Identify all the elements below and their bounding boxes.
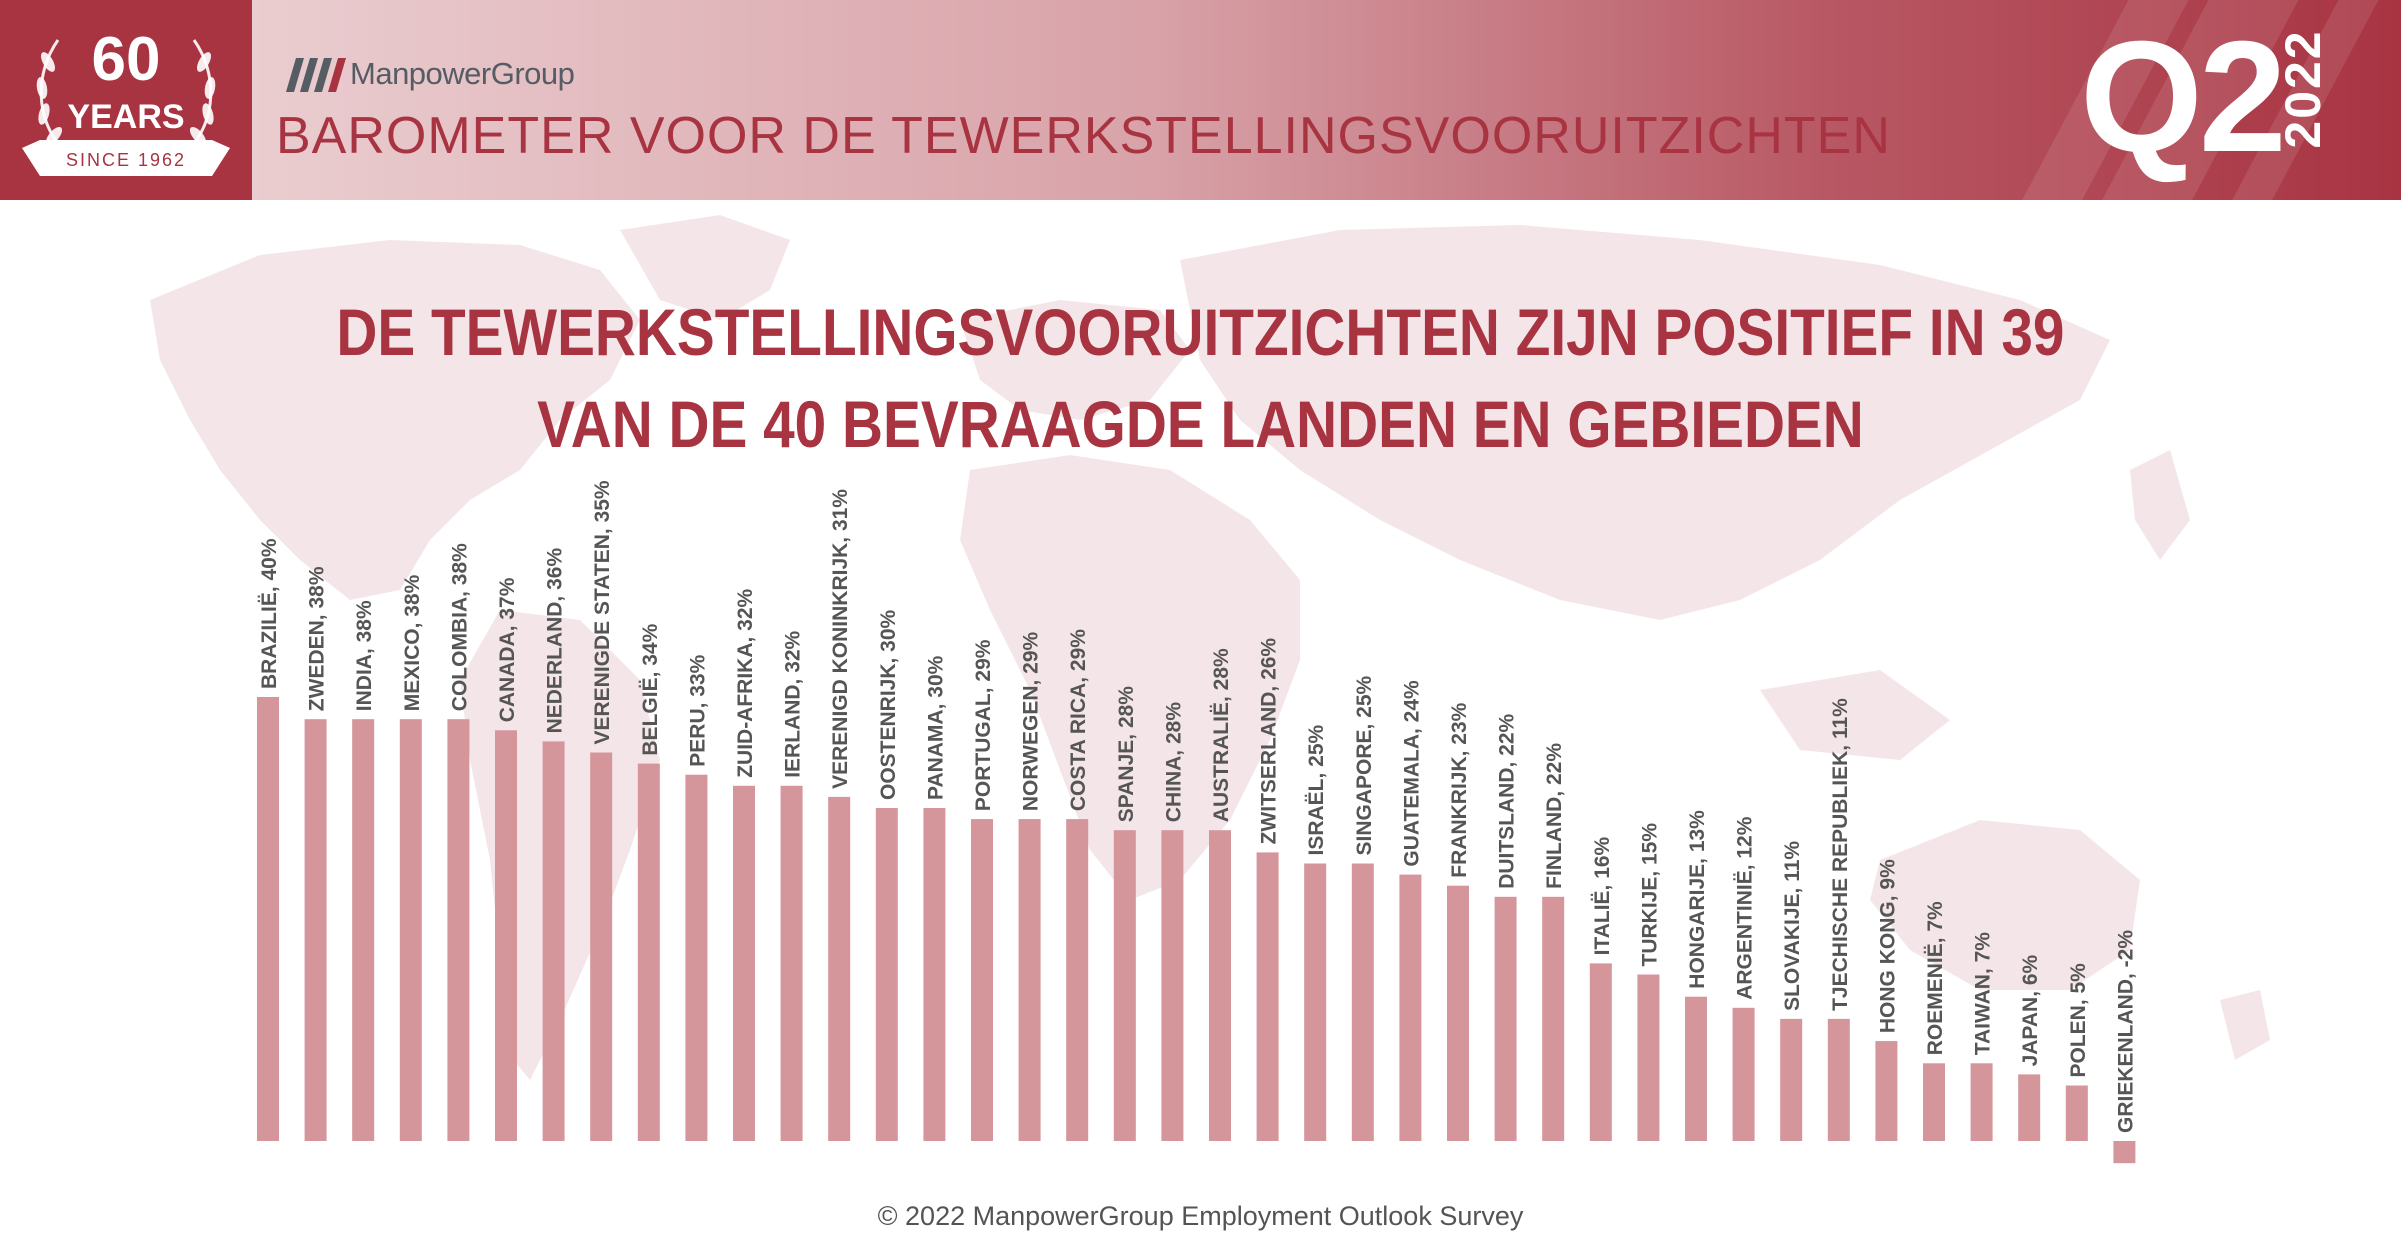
bar-label: TJECHISCHE REPUBLIEK, 11% bbox=[1829, 698, 1852, 1011]
bar-india bbox=[352, 719, 375, 1141]
bar-tjechische-republiek bbox=[1827, 1018, 1850, 1141]
bar-costa-rica bbox=[1066, 819, 1089, 1141]
bar-verenigde-staten bbox=[590, 752, 613, 1141]
bar-label: VERENIGDE STATEN, 35% bbox=[591, 480, 614, 744]
quarter-label: Q2 bbox=[2080, 9, 2287, 185]
bar-frankrijk bbox=[1447, 885, 1469, 1141]
bar-label: ISRAËL, 25% bbox=[1305, 724, 1328, 855]
bar-label: ZWITSERLAND, 26% bbox=[1258, 638, 1281, 845]
bar-duitsland bbox=[1494, 896, 1517, 1141]
header-title: BAROMETER VOOR DE TEWERKSTELLINGSVOORUIT… bbox=[276, 107, 1891, 165]
bar-israël bbox=[1304, 863, 1327, 1141]
bar-ierland bbox=[780, 785, 803, 1141]
bar-label: SLOVAKIJE, 11% bbox=[1781, 841, 1804, 1011]
bar-guatemala bbox=[1399, 874, 1422, 1141]
main-title: DE TEWERKSTELLINGSVOORUITZICHTEN ZIJN PO… bbox=[168, 286, 2233, 470]
bar-label: DUITSLAND, 22% bbox=[1496, 713, 1519, 888]
bar-turkije bbox=[1637, 974, 1660, 1141]
bar-label: BRAZILIË, 40% bbox=[258, 538, 281, 689]
bar-canada bbox=[495, 730, 517, 1141]
bar-oostenrijk bbox=[875, 808, 898, 1141]
bar-roemenië bbox=[1923, 1063, 1945, 1141]
bar-label: CANADA, 37% bbox=[496, 577, 519, 722]
bar-zweden bbox=[304, 719, 327, 1141]
bar-portugal bbox=[971, 819, 993, 1141]
bar-label: GUATEMALA, 24% bbox=[1400, 680, 1423, 867]
bar-polen bbox=[2065, 1085, 2088, 1141]
bar-peru bbox=[685, 774, 708, 1141]
badge-since: SINCE 1962 bbox=[66, 150, 186, 170]
bar-brazilië bbox=[257, 697, 279, 1141]
bar-taiwan bbox=[1970, 1063, 1993, 1141]
bar-finland bbox=[1542, 896, 1565, 1141]
main-title-line-1: DE TEWERKSTELLINGSVOORUITZICHTEN ZIJN PO… bbox=[336, 295, 2065, 369]
bar-label: TAIWAN, 7% bbox=[1972, 932, 1995, 1056]
bar-griekenland bbox=[2113, 1141, 2136, 1164]
bar-panama bbox=[923, 808, 946, 1141]
bar-zwitserland bbox=[1256, 852, 1279, 1141]
bar-label: OOSTENRIJK, 30% bbox=[877, 609, 900, 800]
bar-label: PORTUGAL, 29% bbox=[972, 639, 995, 811]
bar-singapore bbox=[1351, 863, 1374, 1141]
bar-china bbox=[1161, 830, 1184, 1141]
bar-hong-kong bbox=[1875, 1041, 1898, 1141]
bar-verenigd-koninkrijk bbox=[828, 796, 851, 1141]
bar-label: ROEMENIË, 7% bbox=[1924, 901, 1947, 1055]
manpowergroup-logo-icon bbox=[286, 58, 346, 92]
laurel-wreath-icon: 60 YEARS SINCE 1962 bbox=[22, 25, 230, 176]
bar-label: HONG KONG, 9% bbox=[1876, 859, 1899, 1033]
bar-belgië bbox=[637, 763, 660, 1141]
bar-slovakije bbox=[1780, 1018, 1803, 1141]
badge-word: YEARS bbox=[67, 98, 184, 136]
bar-label: IERLAND, 32% bbox=[782, 630, 805, 777]
bar-australië bbox=[1209, 830, 1231, 1141]
bar-italië bbox=[1589, 963, 1612, 1141]
bar-colombia bbox=[447, 719, 470, 1141]
header-banner: 60 YEARS SINCE 1962 ManpowerGroup BAROME… bbox=[0, 0, 2401, 200]
main-title-line-2: VAN DE 40 BEVRAAGDE LANDEN EN GEBIEDEN bbox=[537, 387, 1864, 461]
bar-label: INDIA, 38% bbox=[353, 600, 376, 711]
bar-label: COSTA RICA, 29% bbox=[1067, 629, 1090, 811]
bar-label: MEXICO, 38% bbox=[401, 574, 424, 711]
bar-label: FRANKRIJK, 23% bbox=[1448, 702, 1471, 877]
bar-label: POLEN, 5% bbox=[2067, 963, 2090, 1078]
bar-label: TURKIJE, 15% bbox=[1638, 823, 1661, 967]
bar-label: PANAMA, 30% bbox=[924, 655, 947, 800]
footer-copyright: © 2022 ManpowerGroup Employment Outlook … bbox=[877, 1201, 1524, 1231]
bar-mexico bbox=[399, 719, 422, 1141]
bar-label: NORWEGEN, 29% bbox=[1020, 631, 1043, 811]
bar-nederland bbox=[542, 741, 565, 1141]
bar-norwegen bbox=[1018, 819, 1041, 1141]
bar-label: FINLAND, 22% bbox=[1543, 743, 1566, 889]
manpowergroup-logo: ManpowerGroup bbox=[282, 48, 582, 98]
bar-label: PERU, 33% bbox=[686, 654, 709, 766]
bar-label: NEDERLAND, 36% bbox=[544, 548, 567, 734]
badge-number: 60 bbox=[92, 25, 161, 94]
bar-label: JAPAN, 6% bbox=[2019, 954, 2042, 1066]
bar-label: VERENIGD KONINKRIJK, 31% bbox=[829, 489, 852, 789]
bar-zuid-afrika bbox=[733, 785, 755, 1141]
bar-label: ARGENTINIË, 12% bbox=[1734, 816, 1757, 1000]
bar-label: SPANJE, 28% bbox=[1115, 686, 1138, 822]
bar-label: CHINA, 28% bbox=[1162, 702, 1185, 823]
bar-label: HONGARIJE, 13% bbox=[1686, 810, 1709, 989]
bar-label: COLOMBIA, 38% bbox=[448, 543, 471, 711]
bar-spanje bbox=[1113, 830, 1136, 1141]
bar-label: BELGIË, 34% bbox=[639, 623, 662, 755]
bar-argentinië bbox=[1732, 1007, 1755, 1141]
bar-hongarije bbox=[1685, 996, 1707, 1141]
bar-label: ZWEDEN, 38% bbox=[306, 566, 329, 711]
bar-label: GRIEKENLAND, -2% bbox=[2114, 930, 2137, 1133]
bar-label: ZUID-AFRIKA, 32% bbox=[734, 588, 757, 777]
bar-label: ITALIË, 16% bbox=[1591, 836, 1614, 955]
bar-label: SINGAPORE, 25% bbox=[1353, 675, 1376, 855]
60-years-badge: 60 YEARS SINCE 1962 bbox=[0, 0, 252, 200]
brand-name: ManpowerGroup bbox=[350, 56, 575, 91]
bar-japan bbox=[2018, 1074, 2041, 1141]
bar-label: AUSTRALIË, 28% bbox=[1210, 648, 1233, 822]
